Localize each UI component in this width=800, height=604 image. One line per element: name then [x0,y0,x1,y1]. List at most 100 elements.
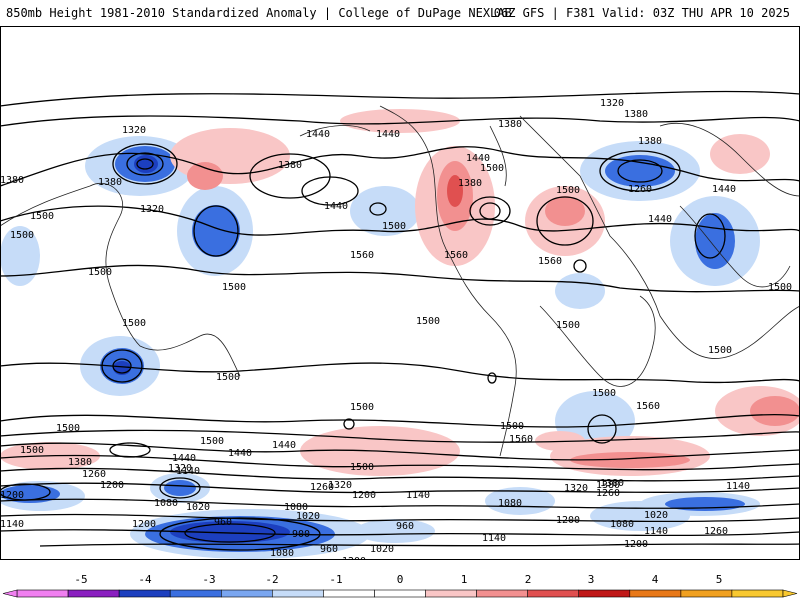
contour-label: 1560 [444,250,468,261]
contour-label: 1380 [458,178,482,189]
contour-label: 1500 [56,423,80,434]
contour-label: 960 [396,521,414,532]
contour-label: 1560 [538,256,562,267]
colorbar-segment [271,589,324,598]
contour-label: 1320 [600,98,624,109]
contour-label: 1260 [310,482,334,493]
colorbar-segment [67,589,120,598]
contour-label: 1380 [98,177,122,188]
height-contours [0,90,800,551]
contour-label: 1380 [278,160,302,171]
contour-label: 1500 [350,402,374,413]
anomaly-map: 1320 1380 1380 1320 1440 1440 1380 1380 … [0,26,800,560]
colorbar-left-arrow [2,589,18,598]
contour-label: 1500 [382,221,406,232]
colorbar-tick-label: -5 [74,573,87,586]
anomaly-shading [0,109,800,559]
contour-label: 1500 [416,316,440,327]
contour-label: 1380 [638,136,662,147]
contour-label: 1500 [592,388,616,399]
contour-label: 1320 [122,125,146,136]
map-title: 850mb Height 1981-2010 Standardized Anom… [6,6,512,20]
contour-label: 1320 [168,463,192,474]
colorbar-tick-label: -4 [138,573,152,586]
contour-label: 1560 [509,434,533,445]
contour-label: 1440 [228,448,252,459]
contour-label: 1500 [216,372,240,383]
contour-label: 1440 [466,153,490,164]
colorbar-segment [578,589,631,598]
contour-label: 1020 [370,544,394,555]
contour-label: 1440 [376,129,400,140]
colorbar-segment [323,589,375,598]
colorbar-segment [221,589,273,598]
colorbar-tick-label: 2 [525,573,532,586]
colorbar-tick-label: -3 [202,573,215,586]
contour-label: 1500 [556,185,580,196]
contour-label: 1200 [342,556,366,560]
contour-label: 1380 [0,175,24,186]
colorbar-segments [2,589,798,598]
contour-label: 1200 [132,519,156,530]
colorbar-tick-label: -2 [265,573,278,586]
colorbar-graphic: -5 -4 -3 -2 -1 0 1 2 3 4 5 [2,573,798,598]
contour-label: 1500 [200,436,224,447]
contour-label: 1080 [284,502,308,513]
contour-label: 1140 [406,490,430,501]
contour-label: 1140 [482,533,506,544]
contour-label: 1500 [350,462,374,473]
colorbar-segment [680,589,733,598]
contour-label: 1380 [624,109,648,120]
contour-label: 960 [320,544,338,555]
colorbar-tick-label: -1 [329,573,342,586]
contour-label: 1260 [82,469,106,480]
contour-label: 1260 [704,526,728,537]
contour-label: 1560 [636,401,660,412]
contour-label: 1080 [498,498,522,509]
colorbar-segment [476,589,529,598]
colorbar-segment [425,589,477,598]
contour-label: 1500 [500,421,524,432]
contour-label: 1560 [350,250,374,261]
model-run-info: 06Z GFS | F381 Valid: 03Z THU APR 10 202… [493,6,790,20]
contour-label: 1200 [0,490,24,501]
contour-label: 1440 [272,440,296,451]
contour-label: 1140 [644,526,668,537]
contour-label: 1320 [328,480,352,491]
contour-label: 1020 [186,502,210,513]
contour-label: 1200 [624,539,648,550]
contour-label: 1440 [648,214,672,225]
contour-label: 1320 [140,204,164,215]
colorbar-tick-labels: -5 -4 -3 -2 -1 0 1 2 3 4 5 [74,573,722,586]
contour-label: 1500 [222,282,246,293]
contour-label: 1020 [644,510,668,521]
contour-label: 1380 [596,480,620,491]
contour-label: 1260 [596,488,620,499]
contour-label: 1500 [122,318,146,329]
contour-label: 1200 [352,490,376,501]
coastlines [0,105,800,457]
contour-label: 1080 [270,548,294,559]
contour-label: 1500 [708,345,732,356]
colorbar-segment [374,589,426,598]
colorbar-right-arrow [782,589,798,598]
colorbar-segment [169,589,222,598]
contour-label: 1020 [296,511,320,522]
contour-label: 1080 [610,519,634,530]
colorbar-tick-label: 1 [461,573,468,586]
contour-label: 1320 [564,483,588,494]
contour-label: 1140 [0,519,24,530]
contour-label: 1500 [30,211,54,222]
contour-label: 1140 [726,481,750,492]
contour-label: 1380 [498,119,522,130]
colorbar-tick-label: 5 [716,573,723,586]
contour-label: 1500 [556,320,580,331]
contour-label: 1500 [768,282,792,293]
contour-label: 900 [292,529,310,540]
contour-label: 1260 [628,184,652,195]
contour-label: 1440 [172,453,196,464]
map-panel: 1320 1380 1380 1320 1440 1440 1380 1380 … [0,26,800,560]
contour-label: 1200 [100,480,124,491]
contour-label: 1140 [176,466,200,477]
contour-label: 1500 [20,445,44,456]
